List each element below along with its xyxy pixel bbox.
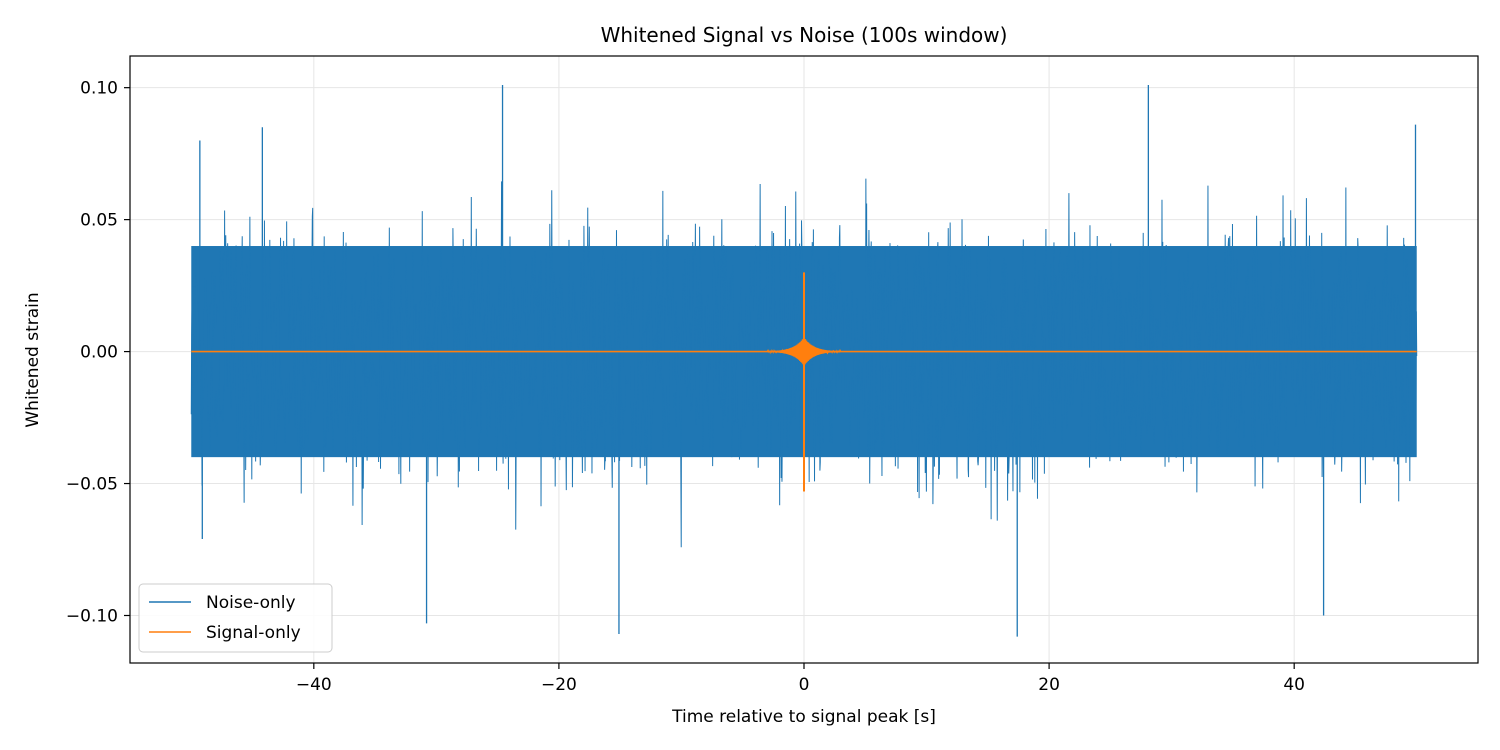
x-tick-label: 40 <box>1283 675 1305 695</box>
legend-box <box>138 583 333 653</box>
x-tick-label: 20 <box>1038 675 1060 695</box>
y-tick-label: 0.10 <box>80 79 118 99</box>
y-tick-label: 0.00 <box>80 343 118 363</box>
y-axis-ticks: 0.10 0.05 0.00 −0.05 −0.10 <box>66 79 130 626</box>
y-axis-label: Whitened strain <box>23 292 43 427</box>
y-tick-label: −0.10 <box>66 606 118 626</box>
legend: Noise-only Signal-only <box>138 583 333 653</box>
legend-label-signal-only: Signal-only <box>206 623 301 643</box>
x-tick-label: −20 <box>541 675 577 695</box>
x-axis-ticks: −40 −20 0 20 40 <box>296 663 1305 695</box>
legend-label-noise-only: Noise-only <box>206 593 296 613</box>
series-signal-only <box>191 272 1417 492</box>
y-tick-label: −0.05 <box>66 475 118 495</box>
x-tick-label: 0 <box>799 675 810 695</box>
x-tick-label: −40 <box>296 675 332 695</box>
chart-title: Whitened Signal vs Noise (100s window) <box>601 23 1008 47</box>
y-tick-label: 0.05 <box>80 211 118 231</box>
x-axis-label: Time relative to signal peak [s] <box>671 707 936 727</box>
